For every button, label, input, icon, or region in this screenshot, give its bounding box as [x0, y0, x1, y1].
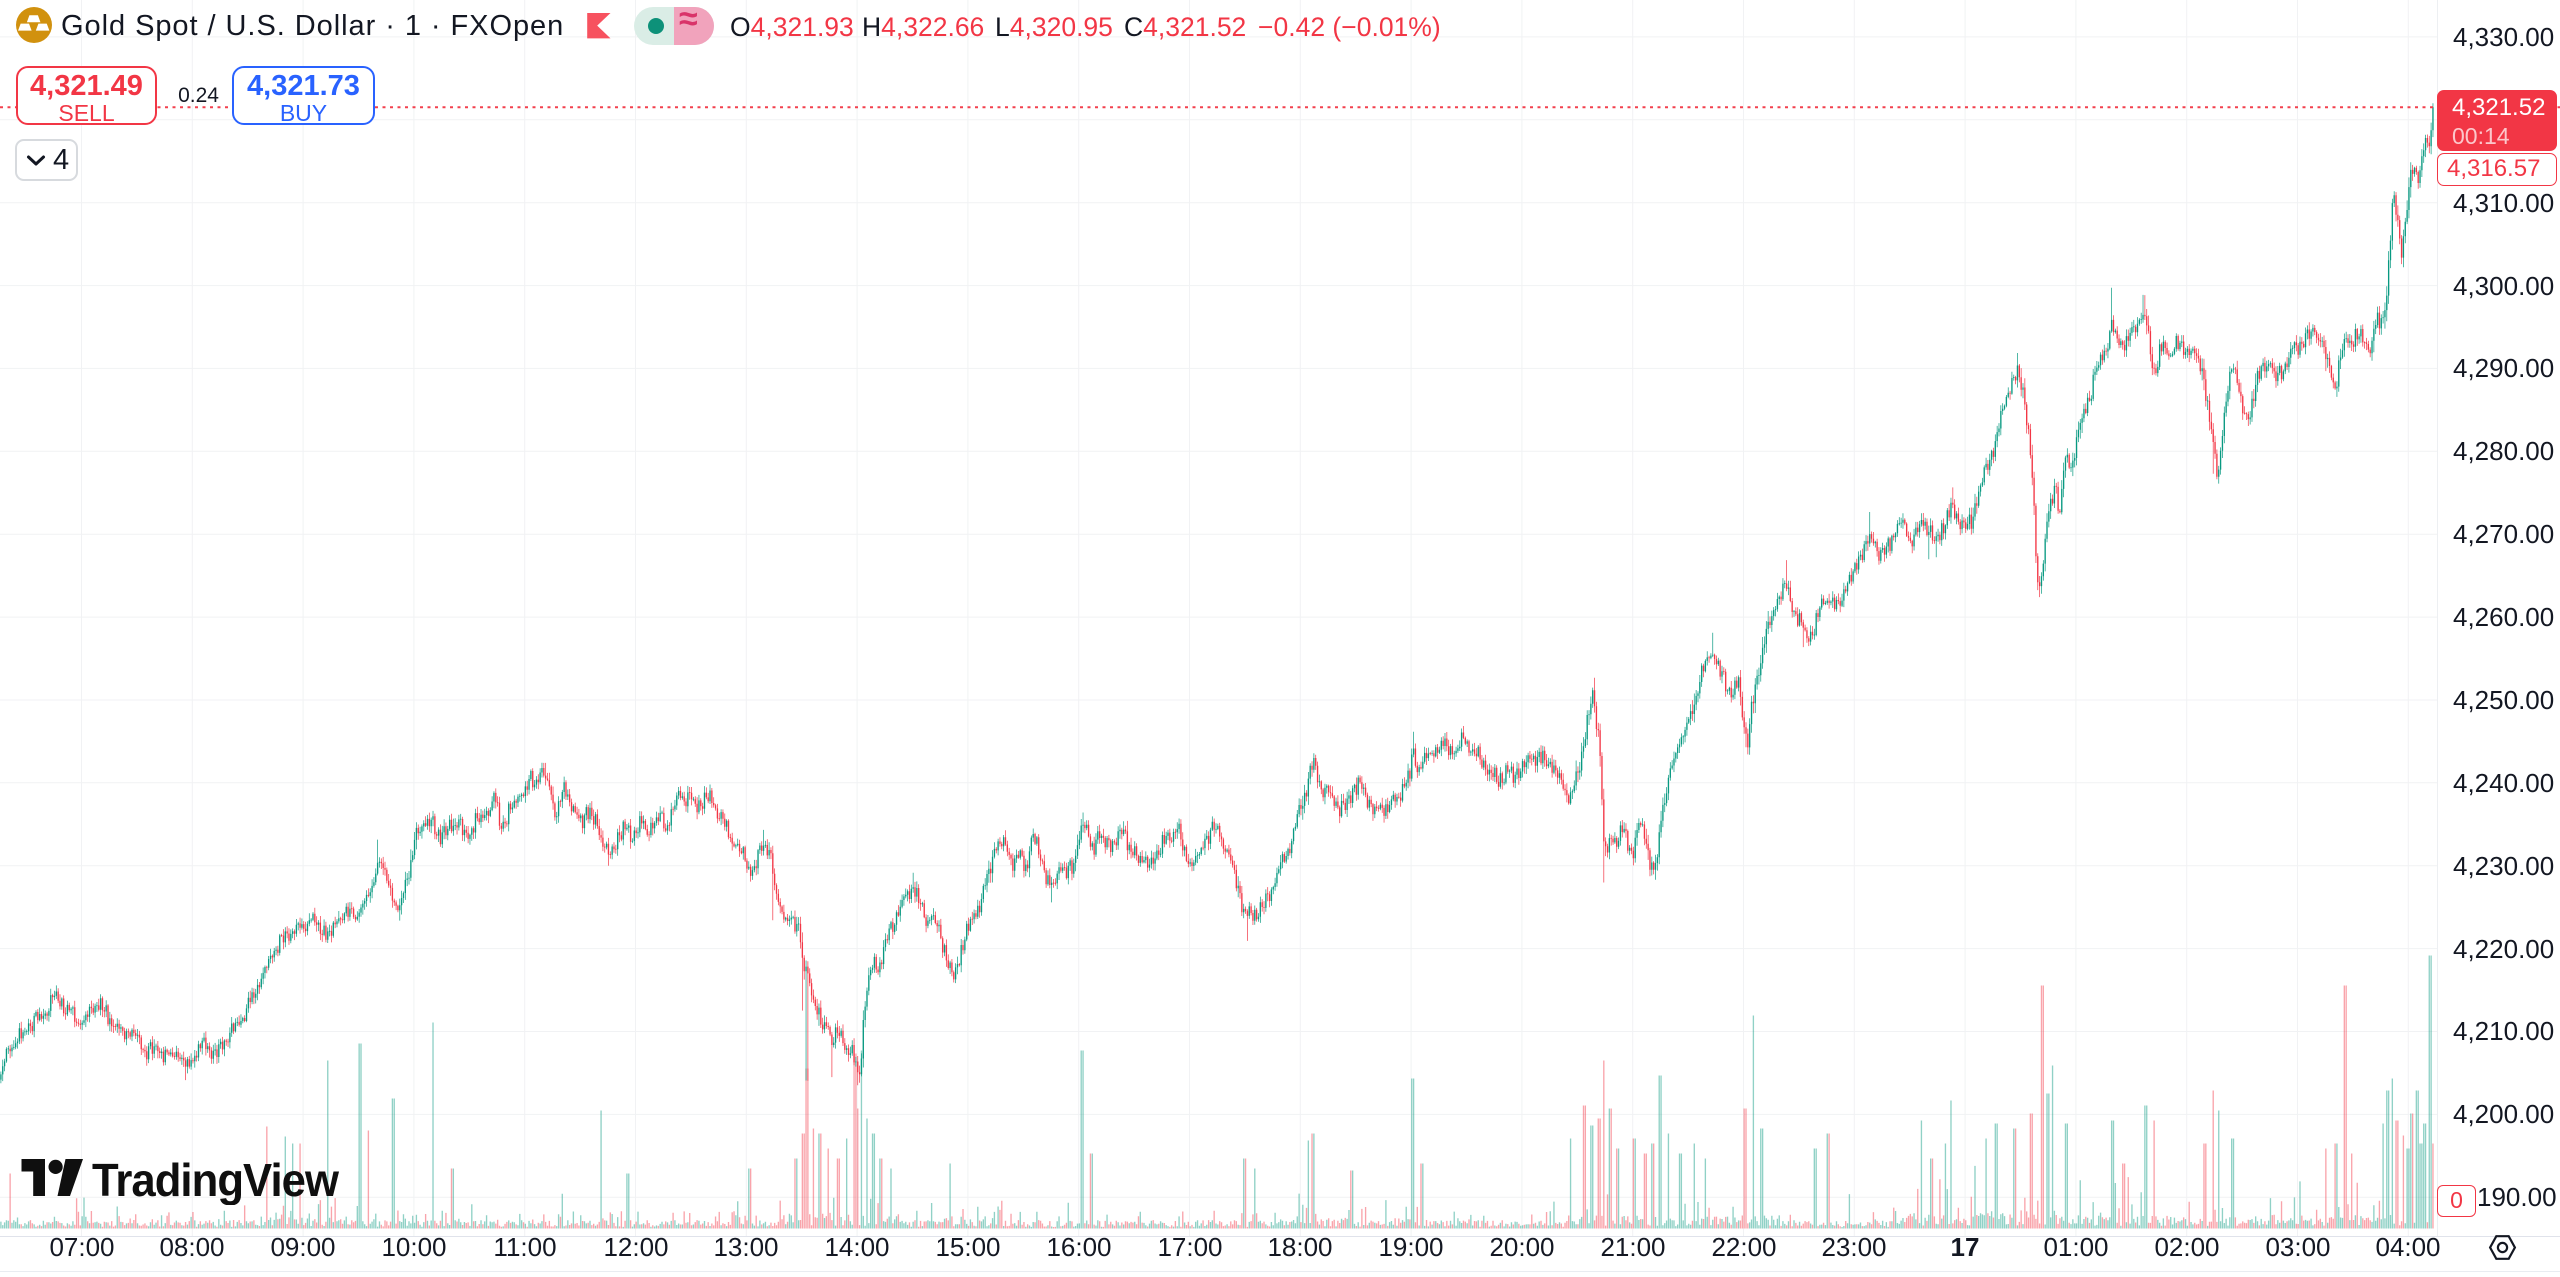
svg-text:TradingView: TradingView — [92, 1155, 339, 1205]
